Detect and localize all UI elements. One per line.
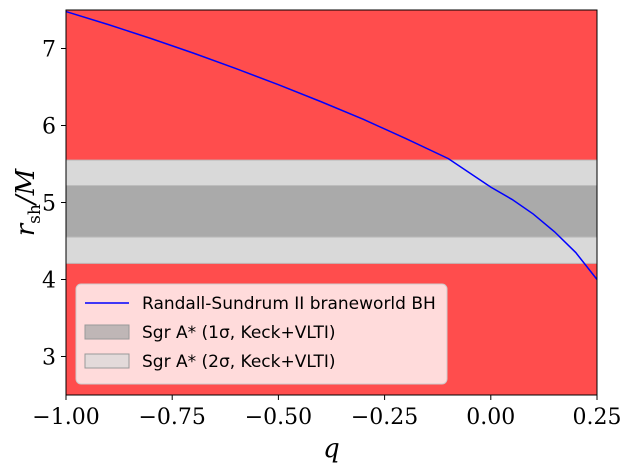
legend-swatch-patch [84, 353, 130, 369]
x-axis-label: q [323, 434, 340, 464]
x-tick-label: −1.00 [32, 405, 99, 430]
x-axis: −1.00 −0.75 −0.50 −0.25 0.00 0.25 [32, 395, 621, 430]
x-tick-label: −0.75 [138, 405, 205, 430]
legend-label: Randall-Sundrum II braneworld BH [142, 294, 436, 314]
x-tick-label: −0.50 [245, 405, 312, 430]
series-line-0 [65, 10, 598, 280]
legend-box [75, 283, 448, 385]
y-axis-label: rsh/M [11, 167, 45, 236]
y-axis-label-main: r [11, 222, 41, 236]
y-tick-label: 5 [42, 192, 56, 217]
legend-label: Sgr A* (2σ, Keck+VLTI) [142, 352, 336, 372]
x-tick-label: −0.25 [351, 405, 418, 430]
legend-label: Sgr A* (1σ, Keck+VLTI) [142, 323, 336, 343]
y-tick-label: 6 [42, 115, 56, 140]
y-tick-label: 7 [42, 38, 56, 63]
y-tick-label: 3 [42, 346, 56, 371]
band-3 [66, 185, 597, 238]
band-0 [66, 10, 597, 161]
y-axis: 3 4 5 6 7 [42, 38, 66, 371]
x-tick-label: 0.25 [573, 405, 622, 430]
series-layer [65, 10, 598, 280]
y-tick-label: 4 [42, 269, 56, 294]
y-axis-label-sub: sh [25, 204, 45, 224]
legend-swatch-patch [84, 324, 130, 340]
legend: Randall-Sundrum II braneworld BH Sgr A* (… [75, 283, 448, 385]
x-tick-label: 0.00 [466, 405, 515, 430]
y-axis-label-tail: /M [11, 167, 41, 207]
